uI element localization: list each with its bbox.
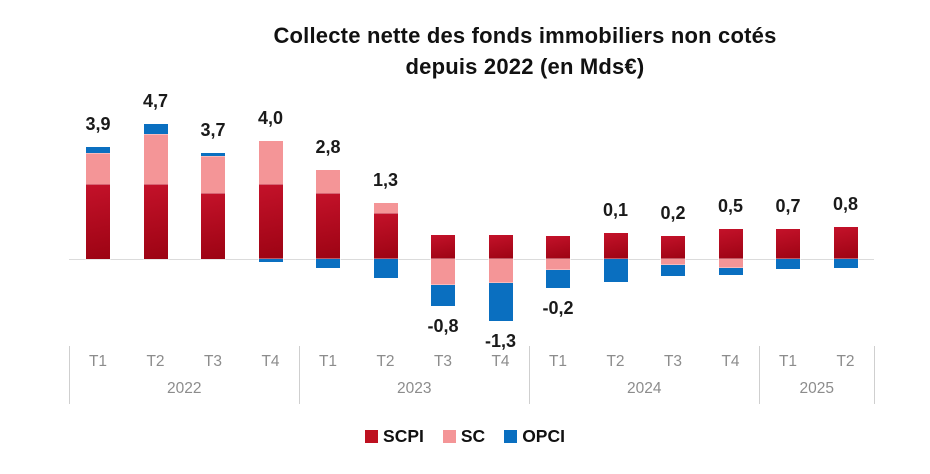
- x-tick-label: T4: [261, 353, 280, 370]
- bar-segment-scpi: [661, 236, 685, 259]
- legend-item-sc: SC: [442, 426, 486, 446]
- bar-segment-opci: [546, 270, 570, 288]
- year-label: 2023: [397, 380, 432, 397]
- bar-segment-scpi: [201, 192, 225, 259]
- bar-segment-opci: [373, 259, 398, 278]
- bar-segment-opci: [316, 259, 340, 268]
- bar-segment-opci: [833, 259, 858, 268]
- zero-line: [69, 259, 875, 260]
- x-tick-label: T1: [318, 353, 338, 370]
- x-tick-label: T1: [548, 353, 568, 370]
- bar-segment-scpi: [316, 192, 340, 259]
- bar-total-label: 4,0: [257, 108, 284, 129]
- bar-total-label: 4,7: [142, 91, 169, 112]
- bar-segment-scpi: [546, 236, 570, 259]
- bar-segment-scpi: [833, 227, 858, 259]
- legend-label-sc: SC: [460, 426, 486, 446]
- opci-swatch-icon: [504, 429, 518, 443]
- year-divider: [299, 346, 301, 404]
- sc-swatch-icon: [442, 429, 456, 443]
- bar-segment-sc: [316, 170, 340, 193]
- bar-segment-sc: [373, 203, 398, 214]
- chart-title-line2: depuis 2022 (en Mds€): [405, 54, 645, 79]
- bar-total-label: 3,7: [200, 119, 226, 140]
- year-label: 2025: [799, 380, 834, 397]
- bar-segment-opci: [431, 284, 455, 307]
- bar-segment-scpi: [86, 184, 110, 259]
- year-label: 2022: [167, 380, 202, 397]
- x-tick-label: T2: [606, 353, 625, 370]
- bar-segment-sc: [258, 141, 283, 185]
- bar-total-label: 0,5: [717, 195, 744, 216]
- year-label: 2024: [627, 380, 662, 397]
- bar-total-label: 1,3: [372, 170, 399, 191]
- bar-segment-sc: [488, 259, 513, 284]
- x-tick-label: T3: [433, 353, 453, 370]
- bar-total-label: -0,8: [427, 316, 459, 337]
- bar-segment-scpi: [258, 184, 283, 259]
- bar-segment-scpi: [488, 234, 513, 259]
- scpi-swatch-icon: [365, 429, 379, 443]
- bar-segment-opci: [201, 152, 225, 156]
- bar-total-label: 0,2: [660, 203, 686, 224]
- bar-segment-sc: [431, 259, 455, 285]
- bar-segment-sc: [546, 259, 570, 271]
- bar-total-label: 0,7: [775, 195, 801, 216]
- year-divider: [529, 346, 531, 404]
- bar-segment-opci: [143, 124, 168, 135]
- bar-total-label: 2,8: [315, 137, 341, 158]
- bar-segment-scpi: [776, 228, 800, 259]
- x-tick-label: T4: [721, 353, 740, 370]
- x-tick-label: T2: [836, 353, 855, 370]
- legend-label-scpi: SCPI: [383, 426, 424, 446]
- bar-total-label: -1,3: [484, 330, 517, 351]
- bar-total-label: 3,9: [85, 114, 111, 135]
- x-tick-label: T1: [88, 353, 108, 370]
- legend: SCPI SC OPCI: [0, 426, 930, 446]
- bar-segment-opci: [776, 259, 800, 270]
- legend-label-opci: OPCI: [522, 426, 565, 446]
- x-tick-label: T2: [376, 353, 395, 370]
- chart-title: Collecte nette des fonds immobiliers non…: [120, 20, 930, 82]
- x-tick-label: T4: [491, 353, 510, 370]
- bar-total-label: 0,1: [602, 200, 629, 221]
- bar-segment-scpi: [431, 234, 455, 259]
- x-tick-label: T2: [146, 353, 165, 370]
- bar-total-label: 0,8: [832, 194, 859, 215]
- bar-segment-opci: [718, 267, 743, 275]
- bar-segment-opci: [661, 264, 685, 277]
- year-divider: [759, 346, 761, 404]
- bar-segment-scpi: [143, 184, 168, 259]
- bar-segment-opci: [603, 259, 628, 282]
- bar-segment-opci: [86, 147, 110, 153]
- bar-segment-scpi: [718, 228, 743, 259]
- legend-item-scpi: SCPI: [365, 426, 424, 446]
- x-tick-label: T3: [203, 353, 223, 370]
- bar-segment-opci: [488, 283, 513, 321]
- year-divider: [874, 346, 876, 404]
- year-divider: [69, 346, 71, 404]
- bar-segment-sc: [86, 152, 110, 185]
- bar-segment-scpi: [373, 213, 398, 259]
- bar-segment-sc: [143, 134, 168, 185]
- bar-segment-scpi: [603, 233, 628, 259]
- bar-total-label: -0,2: [542, 297, 574, 318]
- bar-segment-sc: [661, 259, 685, 265]
- x-tick-label: T1: [778, 353, 798, 370]
- bar-segment-sc: [201, 155, 225, 193]
- x-tick-label: T3: [663, 353, 683, 370]
- chart-title-line1: Collecte nette des fonds immobiliers non…: [273, 23, 777, 48]
- bar-segment-sc: [718, 259, 743, 268]
- bar-segment-opci: [258, 259, 283, 262]
- legend-item-opci: OPCI: [504, 426, 565, 446]
